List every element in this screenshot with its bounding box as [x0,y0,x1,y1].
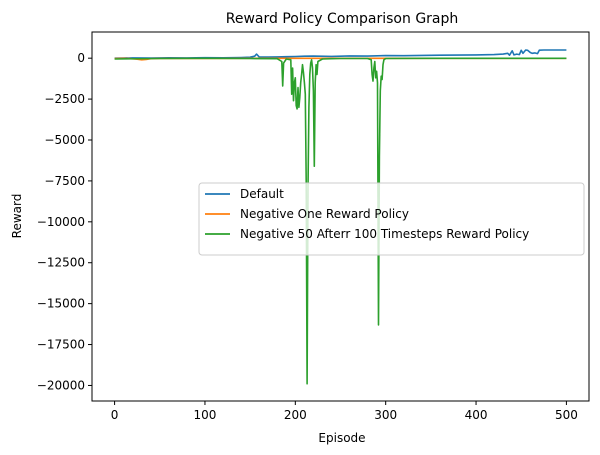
plot-frame [91,31,590,402]
y-axis: 0 −2500 −5000 −7500 −10000 −12500 −15000 −17500… [37,51,92,392]
y-tick-label: −12500 [37,256,85,270]
y-axis-label: Reward [10,194,24,239]
x-tick-label: 400 [465,408,488,422]
y-tick-label: 0 [77,51,85,65]
x-tick-label: 200 [284,408,307,422]
legend-entry-2: Negative One Reward Policy [240,207,409,221]
legend-entry-3: Negative 50 Afterr 100 Timesteps Reward … [240,227,529,241]
y-tick-label: −5000 [44,133,85,147]
x-tick-label: 300 [374,408,397,422]
x-axis: 0 100 200 300 400 500 [111,401,578,422]
series-line-1 [114,49,567,59]
y-tick-label: −10000 [37,215,85,229]
y-tick-label: −15000 [37,297,85,311]
legend-frame [198,182,585,256]
legend-entry-1: Default [240,187,284,201]
x-tick-label: 100 [194,408,217,422]
y-tick-label: −17500 [37,338,85,352]
y-tick-label: −2500 [44,92,85,106]
y-tick-label: −7500 [44,174,85,188]
x-axis-label: Episode [318,431,365,445]
legend: Default Negative One Reward Policy Negativ… [198,182,585,256]
y-tick-label: −20000 [37,378,85,392]
chart-title: Reward Policy Comparison Graph [226,11,459,27]
x-tick-label: 500 [555,408,578,422]
x-tick-label: 0 [111,408,119,422]
